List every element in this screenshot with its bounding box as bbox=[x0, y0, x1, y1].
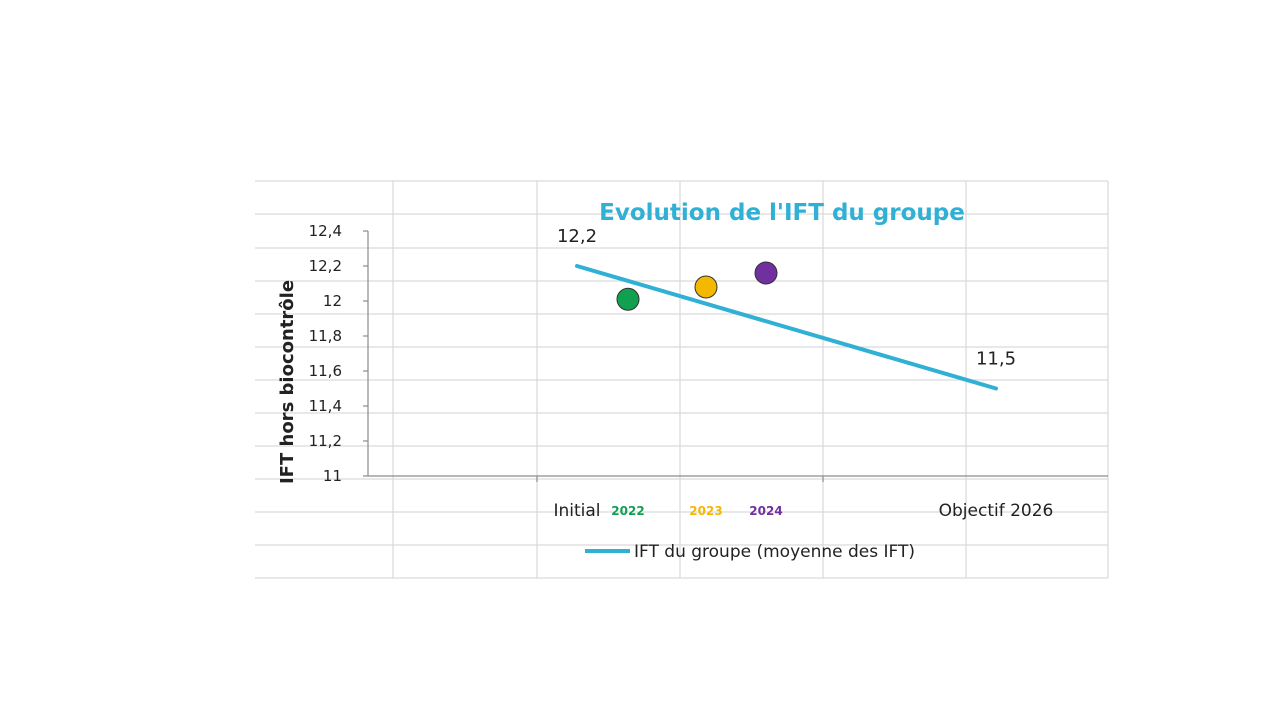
y-axis: 11 11,2 11,4 11,6 11,8 12 12,2 12,4 bbox=[309, 222, 369, 485]
y-tick-label: 12,4 bbox=[309, 222, 342, 240]
year-point bbox=[616, 287, 640, 311]
y-tick-label: 11 bbox=[323, 467, 342, 485]
data-label: 12,2 bbox=[557, 226, 597, 247]
year-label: 2022 bbox=[611, 504, 644, 518]
x-category-label: Objectif 2026 bbox=[939, 501, 1054, 521]
x-category-label: Initial bbox=[553, 501, 600, 521]
year-label: 2024 bbox=[749, 504, 782, 518]
y-tick-label: 11,4 bbox=[309, 397, 342, 415]
series-layer: 12,2 11,5 bbox=[557, 226, 1016, 391]
legend-label: IFT du groupe (moyenne des IFT) bbox=[634, 542, 915, 562]
legend: IFT du groupe (moyenne des IFT) bbox=[585, 542, 915, 562]
points-layer: 2022 2023 2024 bbox=[611, 261, 783, 518]
y-tick-label: 11,8 bbox=[309, 327, 342, 345]
year-point bbox=[694, 275, 718, 299]
series-line bbox=[575, 264, 998, 391]
year-label: 2023 bbox=[689, 504, 722, 518]
y-tick-label: 11,2 bbox=[309, 432, 342, 450]
year-point bbox=[754, 261, 778, 285]
x-axis: Initial Objectif 2026 bbox=[368, 475, 1108, 521]
data-label: 11,5 bbox=[976, 349, 1016, 370]
y-axis-label: IFT hors biocontrôle bbox=[277, 280, 298, 484]
y-tick-label: 12 bbox=[323, 292, 342, 310]
y-tick-label: 12,2 bbox=[309, 257, 342, 275]
y-tick-label: 11,6 bbox=[309, 362, 342, 380]
chart-title: Evolution de l'IFT du groupe bbox=[599, 200, 965, 226]
